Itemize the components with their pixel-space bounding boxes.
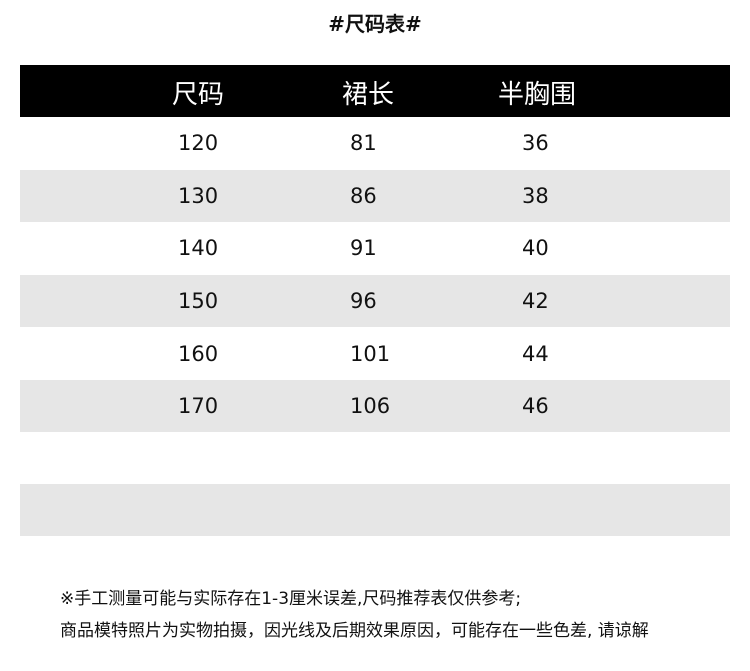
cell-dress-length: 96 [350,289,377,313]
table-row [20,484,730,536]
cell-dress-length: 106 [350,394,391,418]
cell-half-bust: 44 [522,342,549,366]
cell-dress-length: 91 [350,236,377,260]
table-row: 170 106 46 [20,380,730,432]
cell-size: 150 [178,289,219,313]
cell-size: 130 [178,184,219,208]
cell-dress-length: 81 [350,131,377,155]
table-row: 160 101 44 [20,328,730,380]
cell-size: 140 [178,236,219,260]
cell-dress-length: 101 [350,342,391,366]
cell-size: 160 [178,342,219,366]
table-header: 尺码 裙长 半胸围 [20,65,730,117]
header-size: 尺码 [172,80,225,110]
header-dress-length: 裙长 [342,80,395,110]
cell-half-bust: 38 [522,184,549,208]
table-row: 130 86 38 [20,170,730,222]
cell-half-bust: 40 [522,236,549,260]
cell-half-bust: 46 [522,394,549,418]
table-row: 150 96 42 [20,275,730,327]
header-half-bust: 半胸围 [498,80,577,110]
table-row: 120 81 36 [20,117,730,169]
note-color: 商品模特照片为实物拍摄，因光线及后期效果原因，可能存在一些色差, 请谅解 [60,621,649,641]
page-title: #尺码表# [328,12,422,36]
note-measurement: ※手工测量可能与实际存在1-3厘米误差,尺码推荐表仅供参考; [60,589,522,609]
cell-size: 170 [178,394,219,418]
cell-size: 120 [178,131,219,155]
cell-half-bust: 42 [522,289,549,313]
table-row: 140 91 40 [20,222,730,274]
cell-half-bust: 36 [522,131,549,155]
cell-dress-length: 86 [350,184,377,208]
table-row [20,431,730,483]
